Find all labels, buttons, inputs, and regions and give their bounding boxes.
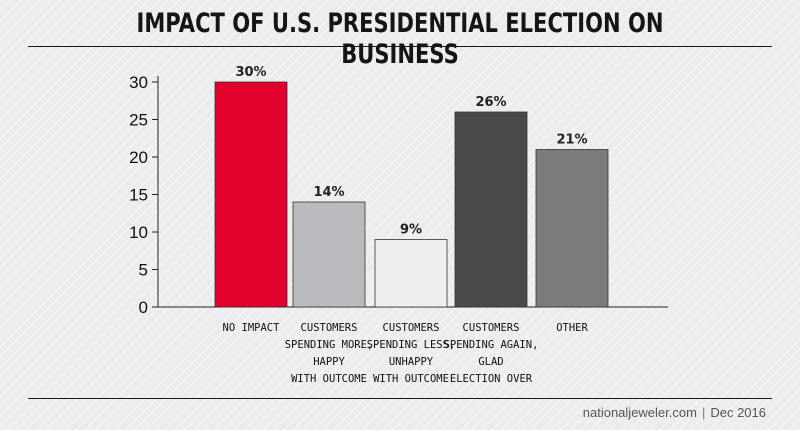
bar-value-label: 26% <box>475 95 506 110</box>
footer-divider <box>28 398 772 399</box>
y-tick-label: 20 <box>129 148 148 167</box>
x-category-label-line: OTHER <box>556 322 588 334</box>
bar-value-label: 30% <box>235 65 266 80</box>
source-date: Dec 2016 <box>710 405 766 420</box>
y-tick-label: 30 <box>129 73 148 92</box>
y-tick-label: 10 <box>129 223 148 242</box>
x-category-label-line: GLAD <box>478 356 503 368</box>
x-category-label-line: WITH OUTCOME <box>291 373 367 385</box>
source-separator: | <box>701 405 706 420</box>
bar <box>214 81 288 308</box>
bar <box>292 201 366 308</box>
bar-value-label: 14% <box>313 185 344 200</box>
bar <box>535 149 609 308</box>
x-category-label-line: HAPPY <box>313 356 345 368</box>
y-tick-label: 25 <box>129 111 148 130</box>
source-credit: nationaljeweler.com | Dec 2016 <box>583 405 766 420</box>
x-category-label-line: CUSTOMERS <box>383 322 440 334</box>
y-tick-label: 15 <box>129 186 148 205</box>
chart-bars <box>214 81 609 308</box>
chart-labels: 30% NO IMPACT 14% CUSTOMERS SPENDING MORE, HA… <box>223 65 589 385</box>
bar <box>374 239 448 308</box>
x-category-label-line: SPENDING AGAIN, <box>444 339 539 351</box>
x-category-label-line: NO IMPACT <box>223 322 281 334</box>
x-category-label-line: CUSTOMERS <box>301 322 358 334</box>
bar <box>454 111 528 308</box>
x-category-label-line: SPENDING LESS, <box>367 339 456 351</box>
chart-title: IMPACT OF U.S. PRESIDENTIAL ELECTION ON … <box>136 8 664 70</box>
x-category-label-line: ELECTION OVER <box>450 373 533 385</box>
x-category-label-line: UNHAPPY <box>389 356 434 368</box>
x-category-label: CUSTOMERS SPENDING AGAIN, GLAD ELECTION OVE… <box>444 322 539 385</box>
y-tick-label: 5 <box>139 261 148 280</box>
title-divider <box>28 46 772 47</box>
x-category-label: CUSTOMERS SPENDING LESS, UNHAPPY WITH OUTCO… <box>367 322 456 385</box>
x-category-label-line: WITH OUTCOME <box>373 373 449 385</box>
bar-value-label: 21% <box>556 133 587 148</box>
x-category-label-line: SPENDING MORE, <box>285 339 374 351</box>
x-category-label: NO IMPACT <box>223 322 281 334</box>
bar-value-label: 9% <box>400 223 422 238</box>
x-category-label-line: CUSTOMERS <box>463 322 520 334</box>
x-category-label: CUSTOMERS SPENDING MORE, HAPPY WITH OUTCOME <box>285 322 374 385</box>
chart-axes: 0 5 10 15 20 25 30 <box>129 73 668 317</box>
x-category-label: OTHER <box>556 322 588 334</box>
source-site: nationaljeweler.com <box>582 405 697 420</box>
y-tick-label: 0 <box>139 298 148 317</box>
